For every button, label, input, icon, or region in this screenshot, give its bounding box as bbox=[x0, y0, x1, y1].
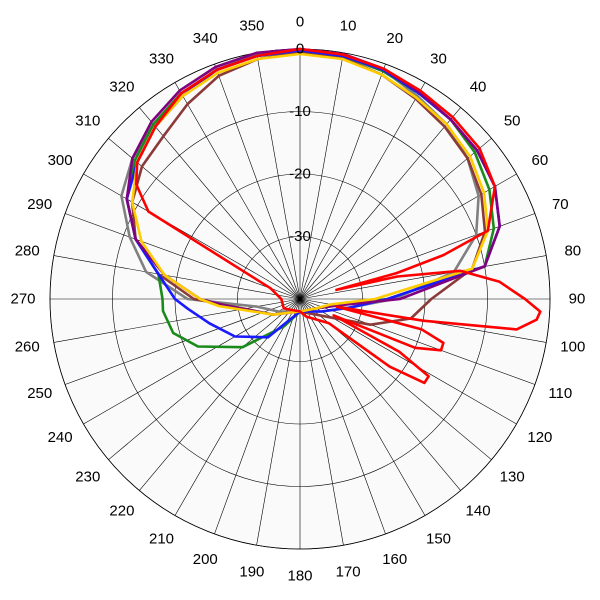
grid-spoke bbox=[299, 213, 536, 300]
angle-tick-label: 160 bbox=[382, 551, 407, 568]
labels-group: 0 10 20 30 40 50 60 70 80 90 100 110 120 130 140 150 160… bbox=[10, 14, 585, 585]
angle-tick-label: 60 bbox=[532, 152, 549, 169]
grid-spoke bbox=[83, 298, 301, 425]
radial-tick-label: -30 bbox=[289, 228, 311, 245]
grid-spoke bbox=[299, 298, 426, 516]
grid-spoke bbox=[299, 298, 344, 546]
angle-tick-label: 150 bbox=[426, 530, 451, 547]
radial-tick-label: -10 bbox=[289, 103, 311, 120]
angle-tick-label: 110 bbox=[548, 385, 572, 402]
radial-tick-label: -20 bbox=[289, 166, 311, 183]
grid-spoke bbox=[174, 298, 301, 516]
series-line-7 bbox=[134, 47, 542, 385]
angle-tick-label: 270 bbox=[10, 291, 35, 308]
grid-spoke bbox=[174, 82, 301, 300]
grid-spoke bbox=[299, 82, 426, 300]
angle-tick-label: 0 bbox=[296, 14, 304, 31]
angle-tick-label: 200 bbox=[193, 551, 218, 568]
angle-tick-label: 350 bbox=[239, 18, 264, 35]
grid-spoke bbox=[256, 298, 301, 546]
angle-tick-label: 30 bbox=[430, 51, 447, 68]
angle-tick-label: 300 bbox=[48, 152, 73, 169]
angle-tick-label: 180 bbox=[287, 568, 312, 585]
angle-tick-label: 220 bbox=[109, 503, 134, 520]
angle-tick-label: 240 bbox=[48, 429, 73, 446]
angle-tick-label: 320 bbox=[109, 78, 134, 95]
grid-spoke bbox=[256, 52, 301, 300]
grid-spoke bbox=[214, 63, 301, 300]
grid-spoke bbox=[299, 138, 492, 300]
angle-tick-label: 210 bbox=[149, 530, 174, 547]
angle-tick-label: 10 bbox=[340, 18, 357, 35]
angle-tick-label: 170 bbox=[336, 563, 361, 580]
angle-tick-label: 280 bbox=[15, 242, 40, 259]
grid-spoke bbox=[299, 63, 386, 300]
angle-tick-label: 100 bbox=[560, 339, 585, 356]
angle-tick-label: 340 bbox=[193, 30, 218, 47]
grid-spoke bbox=[139, 107, 301, 300]
angle-tick-label: 40 bbox=[470, 78, 487, 95]
grid-spoke bbox=[299, 298, 536, 385]
polar-grid bbox=[49, 48, 551, 550]
grid-spoke bbox=[299, 298, 386, 535]
grid-spoke bbox=[299, 298, 517, 425]
angle-tick-label: 90 bbox=[569, 291, 586, 308]
radial-tick-label: 0 bbox=[296, 41, 304, 58]
angle-tick-label: 20 bbox=[386, 30, 403, 47]
angle-tick-label: 190 bbox=[239, 563, 264, 580]
grid-spoke bbox=[214, 298, 301, 535]
grid-spoke bbox=[299, 107, 461, 300]
grid-spoke bbox=[108, 298, 301, 460]
angle-tick-label: 250 bbox=[27, 385, 52, 402]
angle-tick-label: 230 bbox=[75, 469, 100, 486]
grid-spoke bbox=[299, 255, 547, 300]
angle-tick-label: 50 bbox=[504, 112, 521, 129]
angle-tick-label: 290 bbox=[27, 196, 52, 213]
grid-spoke bbox=[299, 298, 461, 491]
grid-spoke bbox=[83, 173, 301, 300]
angle-tick-label: 70 bbox=[552, 196, 569, 213]
grid-spoke bbox=[64, 213, 301, 300]
angle-tick-label: 130 bbox=[500, 469, 525, 486]
angle-tick-label: 120 bbox=[527, 429, 552, 446]
angle-tick-label: 310 bbox=[75, 112, 100, 129]
angle-tick-label: 80 bbox=[564, 242, 581, 259]
grid-spoke bbox=[53, 255, 301, 300]
grid-spoke bbox=[108, 138, 301, 300]
series-line-2 bbox=[130, 50, 487, 326]
angle-tick-label: 260 bbox=[15, 339, 40, 356]
angle-tick-label: 330 bbox=[149, 51, 174, 68]
grid-spoke bbox=[299, 52, 344, 300]
series-group bbox=[120, 47, 542, 385]
angle-tick-label: 140 bbox=[466, 503, 491, 520]
